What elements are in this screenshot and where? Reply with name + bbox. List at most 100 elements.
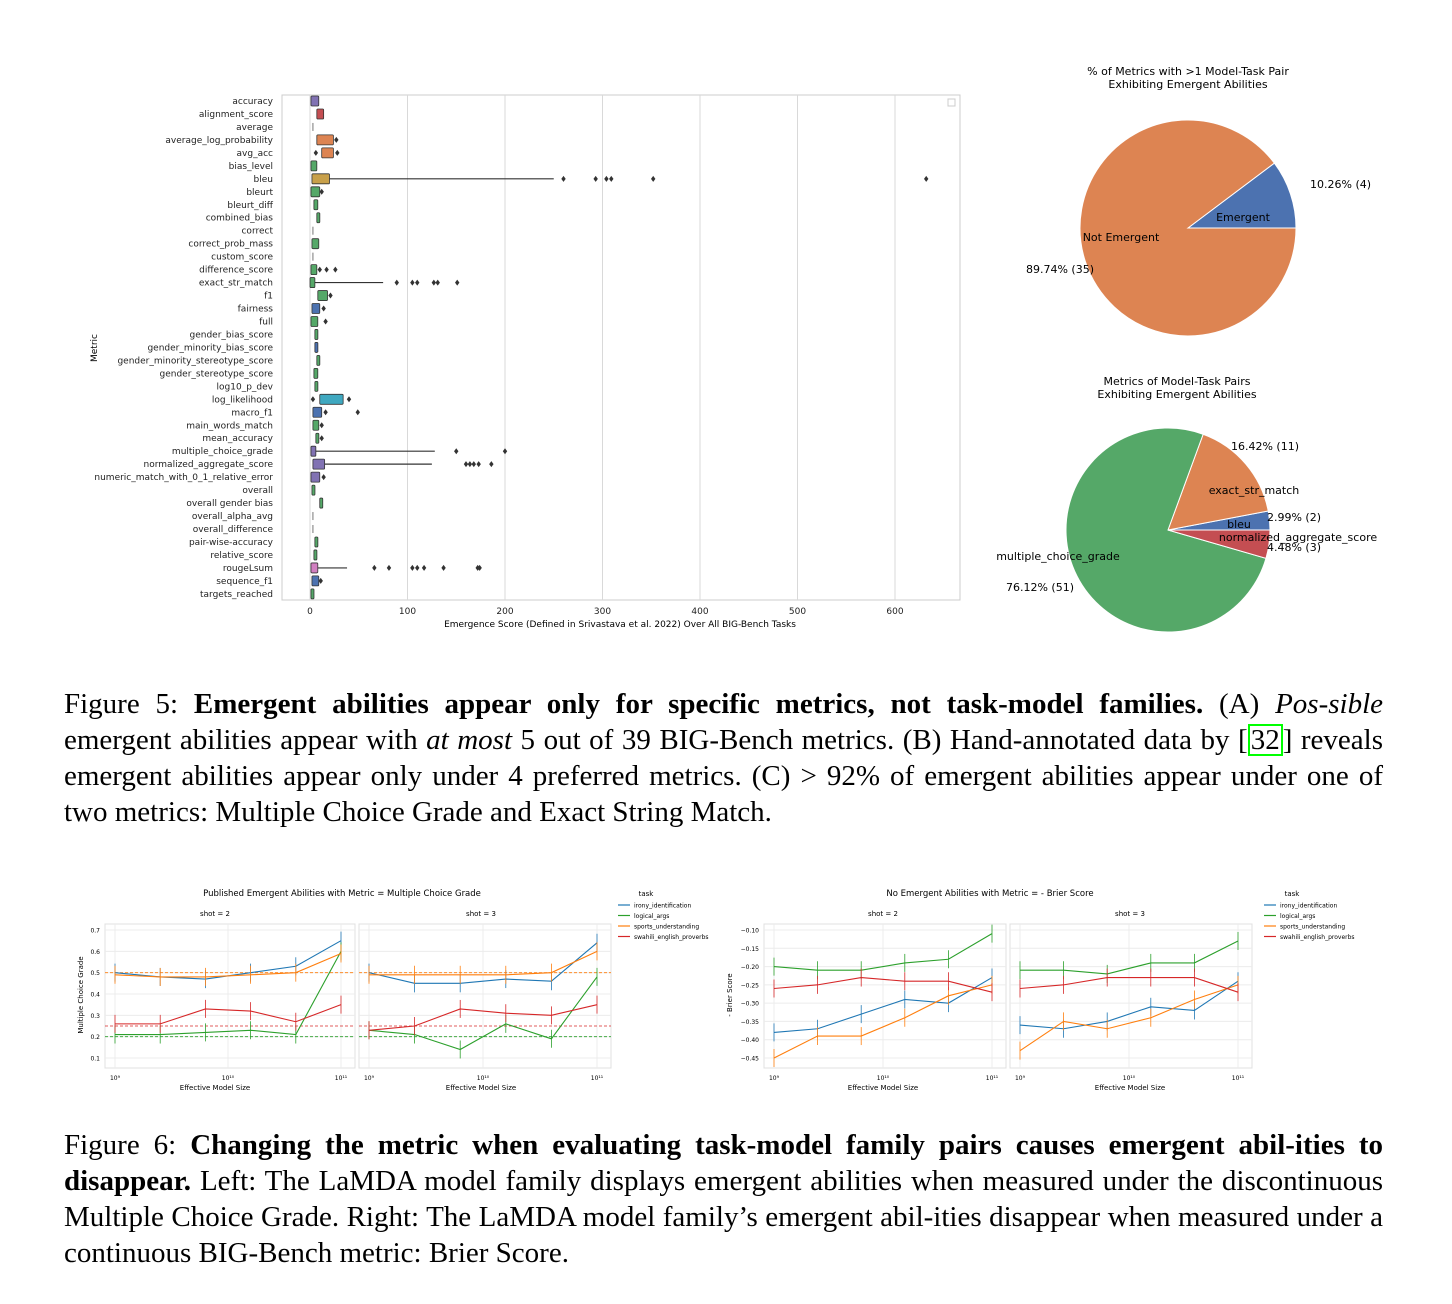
- fig6-left-panel-shot3: shot = 3: [466, 910, 496, 918]
- outlier-point: [372, 564, 377, 571]
- series-line: [1019, 984, 1239, 1052]
- pie-slice: [1167, 529, 1271, 559]
- pie2-pct-exact-str-match: 16.42% (11): [1231, 440, 1299, 453]
- metric-label: exact_str_match: [199, 279, 273, 289]
- x-tick-label: 10¹¹: [986, 1075, 999, 1082]
- metric-label: accuracy: [232, 97, 273, 107]
- metric-label: avg_acc: [237, 149, 274, 159]
- metric-label: overall gender bias: [186, 499, 273, 509]
- x-tick-label: 0: [307, 607, 313, 617]
- box: [317, 290, 328, 301]
- metric-label: alignment_score: [199, 110, 274, 120]
- outlier-point: [410, 279, 415, 286]
- pie2-pct-bleu: 2.99% (2): [1267, 511, 1321, 524]
- legend-label: logical_args: [1280, 913, 1315, 920]
- outlier-point: [454, 448, 459, 455]
- pie2-label-normalized-aggregate-score: normalized_aggregate_score: [1219, 531, 1377, 544]
- metric-label: f1: [264, 292, 273, 302]
- series-line: [368, 976, 598, 1051]
- metric-label: average_log_probability: [165, 136, 273, 146]
- legend-label: sports_understanding: [1280, 924, 1345, 931]
- series-line: [115, 951, 342, 1036]
- x-tick-label: 10¹⁰: [1123, 1075, 1136, 1082]
- outlier-point: [463, 461, 469, 468]
- series-line: [115, 1004, 342, 1025]
- fig6-left-xlabel-a: Effective Model Size: [180, 1084, 250, 1092]
- outlier-point: [489, 461, 494, 468]
- metric-label: log10_p_dev: [217, 382, 274, 392]
- metric-label: bleu: [254, 175, 273, 185]
- fig6-right-xlabel-b: Effective Model Size: [1095, 1084, 1165, 1092]
- y-tick-label: −0.45: [741, 1056, 760, 1063]
- pie2-title-line1: Metrics of Model-Task Pairs: [1104, 375, 1251, 388]
- y-tick-label: −0.40: [741, 1037, 760, 1044]
- outlier-point: [924, 175, 929, 182]
- outlier-point: [604, 175, 609, 182]
- x-tick-label: 10¹⁰: [877, 1075, 890, 1082]
- pie1-label-not-emergent: Not Emergent: [1083, 231, 1160, 244]
- box: [314, 380, 319, 392]
- boxplot-xlabel: Emergence Score (Defined in Srivastava e…: [444, 620, 796, 630]
- metric-label: correct_prob_mass: [188, 240, 273, 250]
- series-line: [773, 977, 993, 1033]
- y-tick-label: −0.35: [741, 1019, 760, 1026]
- metric-label: average: [236, 123, 273, 133]
- outlier-point: [319, 188, 324, 195]
- x-tick-label: 10⁹: [110, 1075, 121, 1082]
- outlier-point: [334, 136, 339, 143]
- outlier-point: [323, 409, 328, 416]
- legend-label: logical_args: [634, 913, 669, 920]
- x-tick-label: 10¹⁰: [477, 1075, 490, 1082]
- x-tick-label: 300: [594, 607, 611, 617]
- metric-label: macro_f1: [231, 408, 273, 418]
- y-tick-label: 0.6: [90, 949, 100, 956]
- metric-label: correct: [241, 227, 273, 237]
- box: [312, 458, 326, 470]
- box: [321, 147, 334, 159]
- series-line: [773, 933, 993, 971]
- outlier-point: [477, 564, 482, 571]
- pie2-label-multiple-choice-grade: multiple_choice_grade: [996, 550, 1120, 563]
- outlier-point: [435, 279, 440, 286]
- metric-label: gender_minority_stereotype_score: [117, 356, 273, 366]
- outlier-point: [609, 175, 614, 182]
- fig6-left-title: Published Emergent Abilities with Metric…: [203, 889, 481, 899]
- metric-label: fairness: [238, 305, 274, 315]
- box: [311, 173, 330, 185]
- figure6-left-multiple-choice-grade: Published Emergent Abilities with Metric…: [77, 889, 709, 1092]
- pie1-pct-not-emergent: 89.74% (35): [1026, 263, 1094, 276]
- caption5-italic-2: at most: [426, 724, 513, 756]
- outlier-point: [321, 474, 326, 481]
- pie-slice: [1186, 162, 1297, 229]
- figure5-caption: Figure 5: Emergent abilities appear only…: [64, 686, 1383, 830]
- boxplot-frame: [281, 94, 961, 601]
- box: [314, 342, 319, 353]
- metric-label: relative_score: [210, 551, 273, 561]
- outlier-point: [415, 279, 420, 286]
- pie-chart-metric-breakdown: Metrics of Model-Task Pairs Exhibiting E…: [996, 375, 1377, 633]
- box: [311, 484, 316, 496]
- outlier-point: [476, 461, 481, 468]
- fig6-left-panel-shot2: shot = 2: [200, 910, 230, 918]
- metric-label: rougeLsum: [223, 564, 273, 574]
- citation-link-32[interactable]: 32: [1247, 724, 1283, 756]
- outlier-point: [318, 577, 323, 584]
- metric-label: gender_bias_score: [189, 330, 273, 340]
- box: [314, 329, 319, 340]
- outlier-point: [415, 564, 420, 571]
- box: [313, 549, 318, 561]
- x-tick-label: 500: [789, 607, 806, 617]
- series-line: [368, 942, 598, 984]
- x-tick-label: 10¹¹: [335, 1075, 348, 1082]
- pie2-pct-normalized-aggregate-score: 4.48% (3): [1267, 541, 1321, 554]
- outlier-point: [410, 564, 415, 571]
- box: [310, 186, 321, 198]
- outlier-point: [651, 175, 656, 182]
- outlier-point: [467, 461, 473, 468]
- panel-frame: [763, 923, 1007, 1069]
- legend-label: irony_identification: [634, 903, 691, 910]
- caption6-rest: Left: The LaMDA model family displays em…: [64, 1165, 1383, 1269]
- series-line: [369, 950, 598, 976]
- pie-slice: [1065, 427, 1267, 633]
